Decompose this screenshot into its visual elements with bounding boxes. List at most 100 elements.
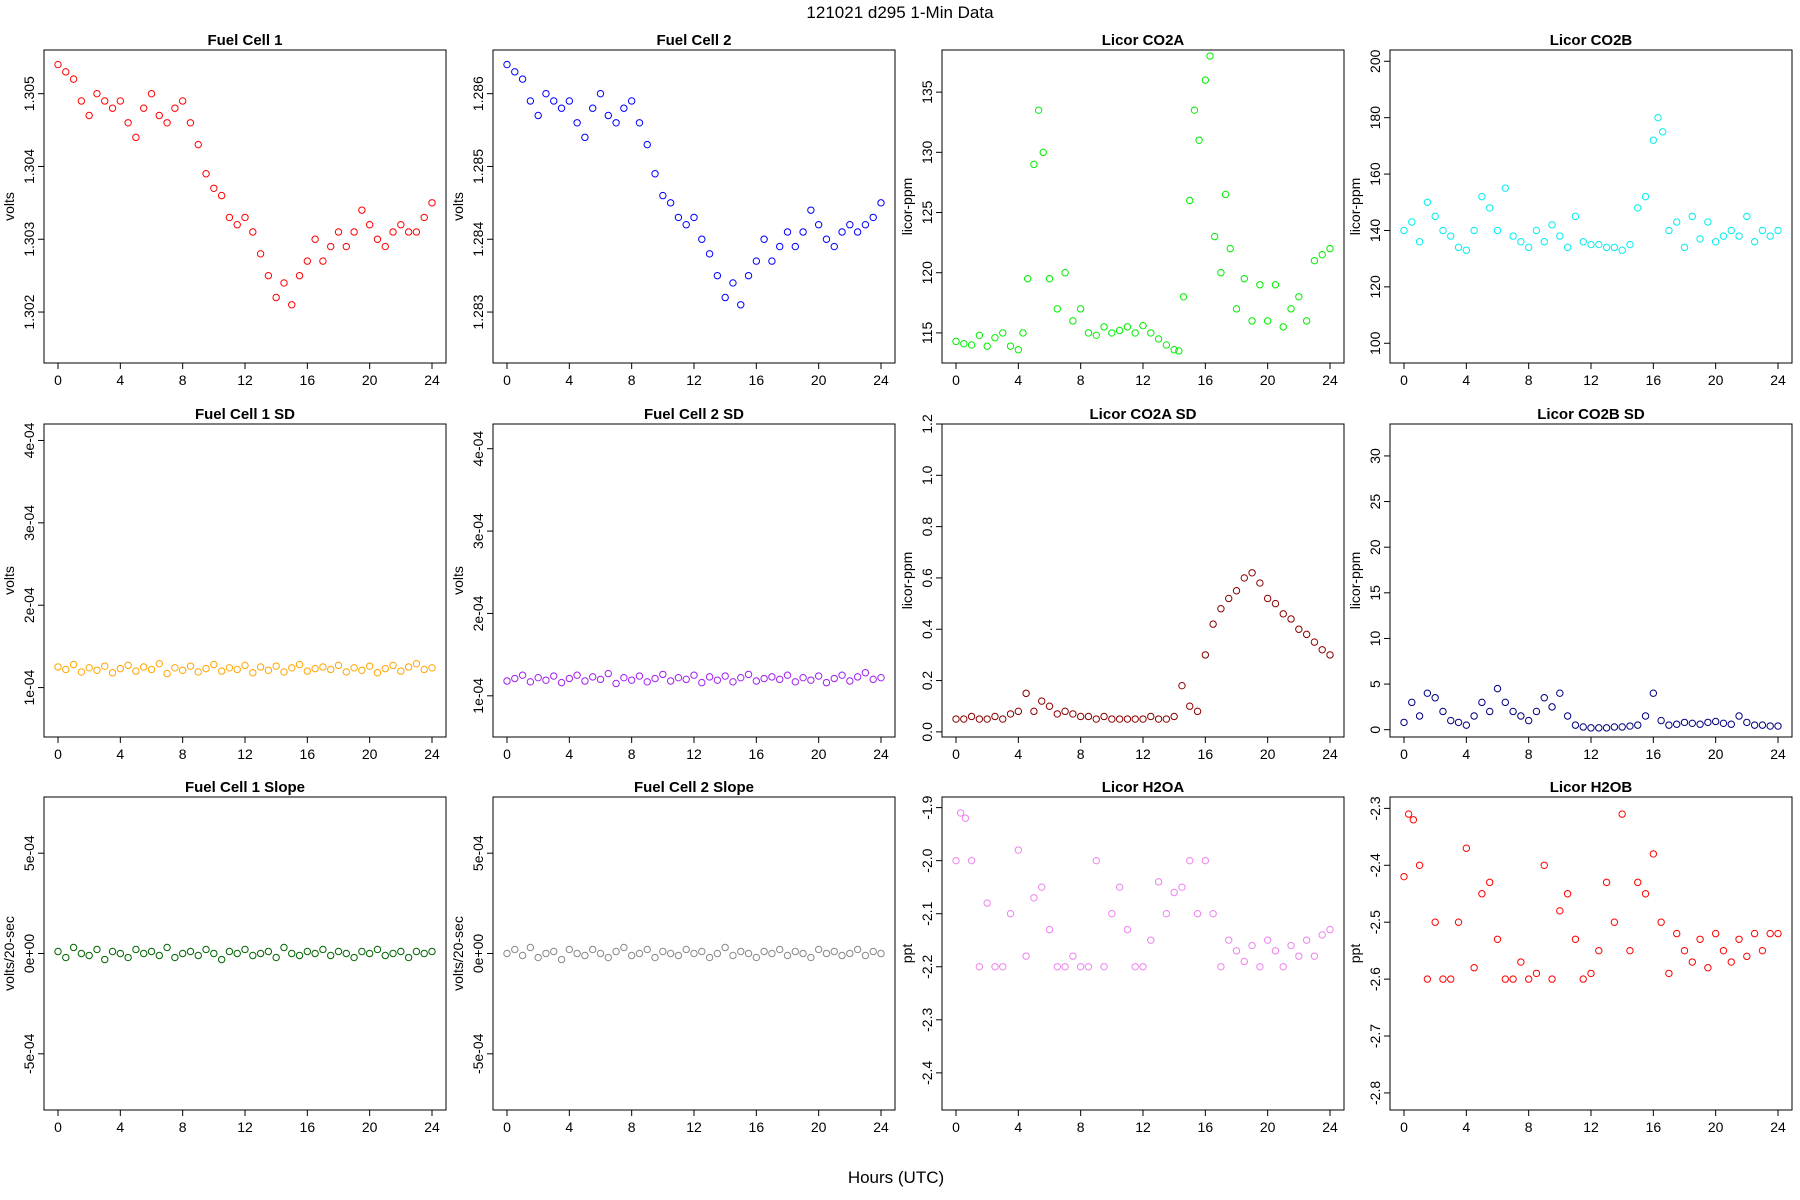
data-point xyxy=(1711,717,1720,726)
data-point xyxy=(412,228,421,236)
y-tick-label: 3e-04 xyxy=(21,505,37,541)
data-point xyxy=(1517,712,1525,720)
data-point xyxy=(140,949,148,958)
data-point xyxy=(999,715,1007,723)
data-point xyxy=(557,104,566,112)
data-point xyxy=(101,97,109,105)
data-point xyxy=(581,133,589,142)
data-point xyxy=(1665,721,1673,729)
data-point xyxy=(116,664,125,673)
x-tick-label: 20 xyxy=(1708,1119,1724,1135)
data-point xyxy=(404,228,413,236)
x-tick-label: 12 xyxy=(1135,1119,1151,1135)
data-point xyxy=(1030,894,1038,902)
data-point xyxy=(1123,323,1132,331)
data-point xyxy=(334,661,343,670)
y-tick-label: -2.0 xyxy=(919,848,935,872)
panel-10: Licor H2OA ppt 0 4 8 12 16 20 24 -2.4 -2.3 -2.2 -2.1… xyxy=(899,779,1345,1135)
data-point xyxy=(1232,305,1241,313)
data-point xyxy=(1092,856,1100,865)
x-tick-label: 20 xyxy=(1260,1119,1276,1135)
y-tick-label: -2.5 xyxy=(1367,910,1383,934)
x-tick-label: 16 xyxy=(300,1119,316,1135)
data-point xyxy=(1470,226,1478,235)
data-point xyxy=(404,663,413,671)
plot-frame xyxy=(43,423,447,738)
y-axis-label: volts xyxy=(1,192,17,221)
data-point xyxy=(1147,936,1155,944)
data-point xyxy=(140,663,148,671)
data-point xyxy=(1665,226,1673,235)
data-point xyxy=(1649,850,1658,858)
y-tick-label: 0.8 xyxy=(919,517,935,537)
data-point xyxy=(295,951,304,960)
data-point xyxy=(1548,703,1556,711)
data-point xyxy=(288,301,296,309)
data-point xyxy=(526,97,535,105)
data-point xyxy=(358,666,366,674)
y-axis-label: volts/20-sec xyxy=(450,916,466,991)
data-point xyxy=(1045,275,1054,283)
y-tick-label: 1.303 xyxy=(21,222,37,257)
y-tick-label: 0e+00 xyxy=(21,934,37,974)
data-point xyxy=(342,668,350,676)
y-tick-label: -2.3 xyxy=(1367,796,1383,820)
data-point xyxy=(1665,969,1673,978)
data-point xyxy=(830,674,838,683)
data-point xyxy=(952,337,960,346)
x-tick-label: 4 xyxy=(116,746,124,762)
data-point xyxy=(1217,963,1225,971)
data-point xyxy=(186,662,195,670)
data-point xyxy=(651,953,659,962)
data-point xyxy=(1295,625,1303,633)
data-point xyxy=(404,953,413,962)
data-point xyxy=(303,667,312,675)
data-point xyxy=(1115,715,1124,723)
x-tick-label: 0 xyxy=(952,746,960,762)
data-point xyxy=(1540,694,1548,702)
x-tick-label: 24 xyxy=(1770,746,1786,762)
data-point xyxy=(1154,715,1163,723)
data-point xyxy=(1423,975,1432,983)
data-point xyxy=(620,943,628,952)
data-point xyxy=(1279,610,1287,618)
plot-frame xyxy=(1389,49,1793,364)
data-point xyxy=(952,856,960,865)
data-point xyxy=(397,667,405,675)
data-point xyxy=(760,674,768,683)
panel-title: Fuel Cell 2 xyxy=(656,32,731,49)
data-point xyxy=(1263,936,1272,944)
data-point xyxy=(550,97,558,105)
data-point xyxy=(1439,707,1447,716)
data-point xyxy=(1326,244,1334,253)
series-points xyxy=(503,943,885,964)
data-point xyxy=(1201,651,1210,659)
data-point xyxy=(1248,317,1256,325)
data-point xyxy=(116,97,125,105)
data-point xyxy=(952,715,960,723)
data-point xyxy=(1563,243,1572,252)
data-point xyxy=(783,671,792,679)
data-point xyxy=(1478,698,1486,707)
x-tick-label: 8 xyxy=(628,746,636,762)
data-point xyxy=(967,856,976,865)
data-point xyxy=(1131,329,1139,337)
data-point xyxy=(1735,935,1743,943)
data-point xyxy=(420,213,428,222)
data-point xyxy=(350,953,358,962)
data-point xyxy=(202,945,210,954)
data-point xyxy=(1478,890,1486,898)
data-point xyxy=(428,664,436,672)
series-points xyxy=(54,60,436,309)
data-point xyxy=(542,89,550,98)
plot-frame xyxy=(941,423,1345,738)
data-point xyxy=(791,947,799,956)
y-tick-label: 0.0 xyxy=(919,722,935,742)
data-point xyxy=(210,184,218,193)
data-point xyxy=(1232,947,1241,955)
data-point xyxy=(147,89,156,98)
data-point xyxy=(690,949,698,958)
data-point xyxy=(1034,106,1043,114)
data-point xyxy=(1201,856,1210,865)
y-tick-label: 140 xyxy=(1367,219,1383,243)
